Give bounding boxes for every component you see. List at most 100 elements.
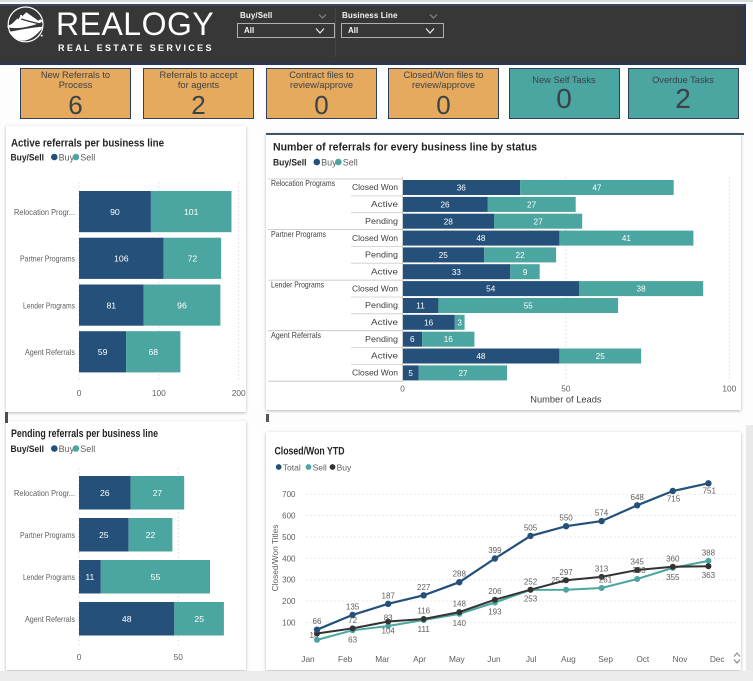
svg-text:Number of Leads: Number of Leads — [530, 395, 602, 405]
svg-text:36: 36 — [457, 184, 467, 193]
svg-text:48: 48 — [476, 234, 486, 243]
svg-text:25: 25 — [439, 251, 449, 260]
svg-text:100: 100 — [152, 388, 166, 398]
svg-text:6: 6 — [410, 335, 415, 344]
svg-text:68: 68 — [148, 347, 158, 357]
svg-text:Active: Active — [371, 266, 398, 276]
svg-text:9: 9 — [523, 268, 528, 277]
svg-text:Active: Active — [371, 317, 398, 327]
svg-text:Active: Active — [371, 199, 398, 209]
svg-text:27: 27 — [527, 201, 537, 210]
svg-text:Lender Programs: Lender Programs — [23, 572, 75, 582]
svg-text:Sell: Sell — [343, 158, 358, 168]
svg-text:Closed/Won YTD: Closed/Won YTD — [275, 446, 345, 458]
svg-text:313: 313 — [595, 564, 609, 573]
svg-text:Sell: Sell — [80, 444, 95, 454]
svg-text:751: 751 — [703, 487, 717, 496]
svg-text:25: 25 — [596, 352, 606, 361]
svg-text:11: 11 — [416, 302, 425, 311]
svg-text:90: 90 — [110, 207, 120, 217]
svg-text:81: 81 — [106, 300, 116, 310]
svg-text:72: 72 — [188, 254, 198, 264]
svg-text:48: 48 — [122, 614, 132, 624]
svg-text:297: 297 — [559, 568, 573, 577]
svg-text:Pending: Pending — [365, 216, 398, 226]
svg-text:111: 111 — [418, 625, 431, 634]
svg-text:27: 27 — [153, 488, 163, 498]
svg-text:Pending: Pending — [365, 250, 398, 260]
svg-text:363: 363 — [702, 571, 716, 580]
svg-text:Closed Won: Closed Won — [352, 233, 398, 243]
svg-text:187: 187 — [382, 591, 396, 600]
svg-text:Relocation Progr...: Relocation Progr... — [14, 207, 75, 217]
svg-text:Aug: Aug — [561, 654, 576, 664]
svg-text:0: 0 — [400, 384, 405, 394]
svg-text:27: 27 — [534, 217, 544, 226]
svg-text:25: 25 — [194, 614, 204, 624]
svg-text:Lender Programs: Lender Programs — [23, 300, 75, 310]
svg-text:227: 227 — [417, 583, 431, 592]
svg-text:Active: Active — [371, 351, 398, 361]
svg-text:Agent Referrals: Agent Referrals — [25, 347, 75, 357]
svg-text:Number of referrals for every: Number of referrals for every business l… — [273, 142, 537, 154]
svg-text:140: 140 — [453, 619, 467, 628]
svg-text:253: 253 — [551, 576, 565, 585]
svg-text:Sell: Sell — [313, 462, 327, 472]
svg-text:206: 206 — [488, 587, 502, 596]
svg-text:355: 355 — [666, 573, 680, 582]
svg-text:Buy: Buy — [321, 158, 337, 168]
svg-text:574: 574 — [595, 509, 609, 518]
svg-text:Sep: Sep — [598, 654, 613, 664]
svg-text:26: 26 — [100, 488, 110, 498]
svg-text:Mar: Mar — [375, 654, 390, 664]
svg-text:200: 200 — [232, 388, 246, 398]
svg-text:11: 11 — [85, 572, 94, 582]
svg-text:345: 345 — [631, 558, 645, 567]
svg-text:Partner Programs: Partner Programs — [20, 254, 75, 264]
svg-text:16: 16 — [424, 318, 434, 327]
svg-text:5: 5 — [408, 369, 413, 378]
svg-text:106: 106 — [114, 254, 129, 264]
svg-text:Agent Referrals: Agent Referrals — [25, 614, 75, 624]
svg-text:Buy: Buy — [337, 462, 352, 472]
svg-text:May: May — [449, 654, 466, 664]
svg-text:47: 47 — [592, 184, 602, 193]
svg-text:16: 16 — [444, 335, 454, 344]
svg-text:55: 55 — [151, 572, 161, 582]
svg-text:388: 388 — [702, 548, 716, 557]
svg-text:50: 50 — [561, 384, 571, 394]
svg-text:116: 116 — [417, 607, 430, 616]
svg-text:Closed Won: Closed Won — [352, 182, 398, 192]
svg-text:59: 59 — [98, 347, 108, 357]
svg-text:300: 300 — [282, 576, 296, 585]
svg-text:Agent Referrals: Agent Referrals — [271, 330, 321, 340]
svg-text:Active referrals per business: Active referrals per business line — [11, 138, 164, 150]
svg-text:0: 0 — [77, 388, 82, 398]
svg-text:22: 22 — [146, 530, 156, 540]
svg-text:Dec: Dec — [710, 654, 725, 664]
svg-text:Buy/Sell: Buy/Sell — [273, 158, 307, 168]
svg-text:96: 96 — [177, 300, 187, 310]
svg-text:100: 100 — [282, 618, 296, 627]
svg-text:Jun: Jun — [487, 654, 501, 664]
svg-text:28: 28 — [444, 217, 454, 226]
svg-text:Jan: Jan — [301, 654, 315, 664]
svg-text:25: 25 — [99, 530, 109, 540]
svg-text:Partner Programs: Partner Programs — [20, 530, 75, 540]
svg-text:Pending: Pending — [365, 334, 398, 344]
svg-text:Apr: Apr — [413, 654, 426, 664]
svg-text:193: 193 — [488, 608, 502, 617]
svg-text:715: 715 — [667, 495, 681, 504]
svg-text:33: 33 — [452, 268, 462, 277]
svg-text:3: 3 — [457, 318, 462, 327]
svg-text:Buy/Sell: Buy/Sell — [11, 153, 45, 163]
svg-text:Sell: Sell — [80, 153, 95, 163]
svg-text:Buy: Buy — [59, 444, 75, 454]
svg-text:550: 550 — [559, 514, 573, 523]
svg-text:26: 26 — [440, 201, 450, 210]
svg-text:83: 83 — [384, 614, 393, 623]
svg-text:Buy: Buy — [59, 153, 75, 163]
svg-text:148: 148 — [453, 600, 467, 609]
svg-text:360: 360 — [666, 554, 680, 563]
svg-text:505: 505 — [524, 523, 538, 532]
